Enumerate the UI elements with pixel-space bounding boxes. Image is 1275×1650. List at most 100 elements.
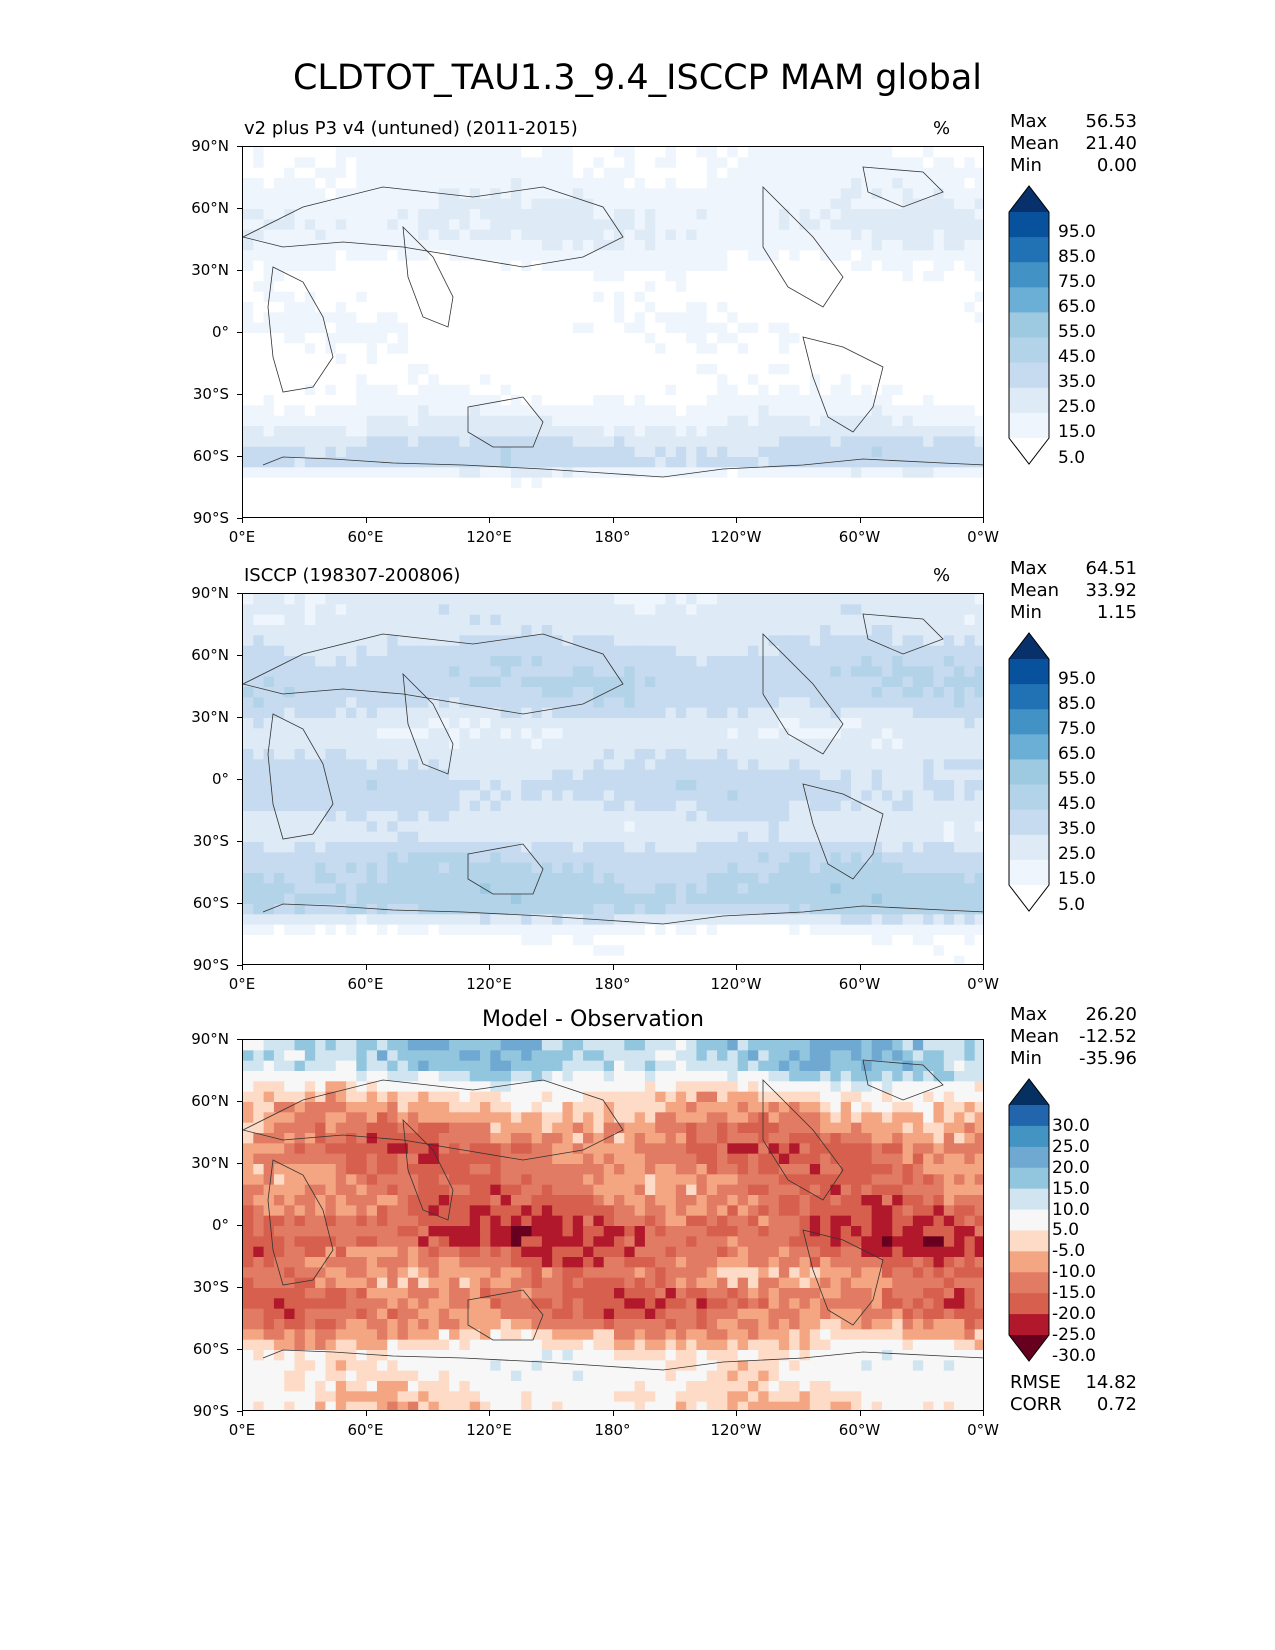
heatmap-cell [294, 198, 306, 210]
heatmap-cell [315, 718, 327, 729]
heatmap-cell [861, 219, 873, 231]
heatmap-cell [593, 333, 605, 344]
heatmap-cell [315, 364, 327, 375]
heatmap-cell [510, 780, 522, 791]
heatmap-cell [655, 645, 667, 657]
heatmap-cell [315, 676, 327, 688]
heatmap-cell [469, 914, 481, 926]
heatmap-cell [923, 271, 935, 282]
heatmap-cell [449, 188, 461, 200]
heatmap-cell [943, 167, 955, 179]
heatmap-cell [727, 904, 739, 915]
heatmap-cell [717, 405, 728, 417]
heatmap-cell [490, 415, 502, 427]
heatmap-cell [624, 405, 636, 417]
heatmap-cell [541, 167, 553, 179]
heatmap-cell [840, 635, 852, 647]
heatmap-cell [665, 604, 677, 616]
heatmap-cell [933, 625, 945, 636]
heatmap-cell [675, 780, 687, 791]
heatmap-cell [871, 893, 883, 905]
heatmap-cell [861, 687, 873, 698]
heatmap-cell [851, 426, 862, 437]
heatmap-cell [861, 728, 873, 740]
heatmap-cell [892, 687, 904, 698]
heatmap-cell [510, 759, 522, 771]
heatmap-cell [500, 687, 512, 698]
heatmap-cell [717, 209, 728, 220]
heatmap-cell [964, 604, 976, 616]
heatmap-cell [737, 718, 749, 729]
heatmap-cell [809, 707, 821, 719]
heatmap-cell [954, 862, 965, 874]
heatmap-cell [696, 271, 708, 282]
heatmap-cell [809, 893, 821, 905]
heatmap-cell [510, 790, 522, 802]
heatmap-cell [376, 759, 388, 771]
heatmap-cell [294, 862, 306, 874]
heatmap-cell [727, 188, 739, 200]
heatmap-cell [902, 312, 914, 324]
heatmap-cell [830, 364, 842, 375]
heatmap-cell [510, 364, 522, 375]
heatmap-cell [366, 395, 378, 406]
heatmap-cell [541, 353, 553, 365]
heatmap-cell [500, 281, 512, 293]
heatmap-cell [510, 374, 522, 386]
heatmap-cell [717, 508, 728, 517]
heatmap-cell [634, 488, 646, 499]
heatmap-cell [490, 374, 502, 386]
heatmap-cell [706, 374, 718, 386]
heatmap-cell [943, 914, 955, 926]
heatmap-cell [737, 728, 749, 740]
heatmap-cell [799, 594, 811, 605]
heatmap-cell [778, 780, 790, 791]
heatmap-cell [665, 676, 677, 688]
heatmap-cell [263, 635, 275, 647]
heatmap-cell [799, 676, 811, 688]
heatmap-cell [954, 914, 965, 926]
heatmap-cell [294, 415, 306, 427]
heatmap-cell [912, 312, 924, 324]
heatmap-cell [346, 291, 357, 303]
heatmap-cell [923, 333, 935, 344]
heatmap-cell [861, 457, 873, 468]
heatmap-cell [758, 873, 770, 884]
heatmap-cell [809, 759, 821, 771]
heatmap-cell [335, 167, 347, 179]
heatmap-cell [964, 707, 976, 719]
heatmap-cell [768, 457, 780, 468]
heatmap-cell [665, 395, 677, 406]
heatmap-cell [974, 842, 983, 853]
heatmap-cell [954, 167, 965, 179]
heatmap-cell [521, 780, 533, 791]
heatmap-cell [521, 157, 533, 169]
heatmap-cell [562, 738, 574, 750]
heatmap-cell [541, 240, 553, 251]
heatmap-cell [892, 676, 904, 688]
heatmap-cell [438, 322, 450, 334]
heatmap-cell [943, 749, 955, 760]
heatmap-cell [881, 800, 893, 812]
heatmap-cell [376, 209, 388, 220]
heatmap-cell [449, 436, 461, 448]
heatmap-cell [376, 436, 388, 448]
heatmap-cell [933, 167, 945, 179]
heatmap-cell [480, 188, 491, 200]
heatmap-cell [892, 302, 904, 313]
heatmap-cell [335, 364, 347, 375]
heatmap-cell [572, 415, 584, 427]
heatmap-cell [923, 862, 935, 874]
heatmap-cell [696, 384, 708, 396]
heatmap-cell [871, 426, 883, 437]
heatmap-cell [737, 883, 749, 895]
heatmap-cell [912, 457, 924, 468]
heatmap-cell [294, 271, 306, 282]
heatmap-cell [510, 862, 522, 874]
heatmap-cell [799, 893, 811, 905]
heatmap-cell [459, 498, 471, 510]
heatmap-cell [294, 842, 306, 853]
heatmap-cell [902, 842, 914, 853]
heatmap-cell [531, 604, 543, 616]
heatmap-cell [273, 426, 285, 437]
